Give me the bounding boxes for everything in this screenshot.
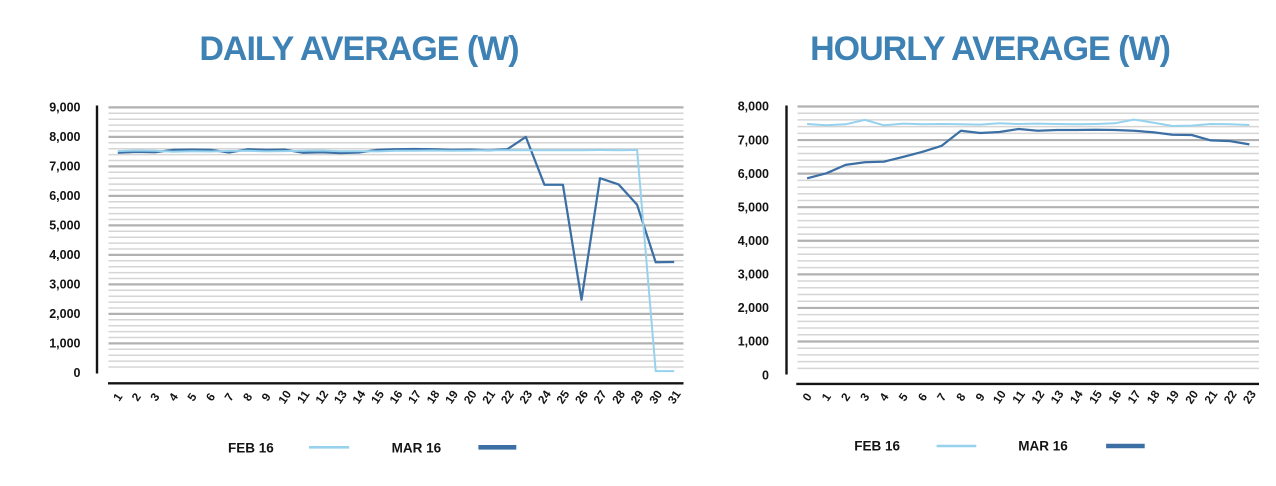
- svg-text:7,000: 7,000: [738, 133, 769, 147]
- svg-text:2,000: 2,000: [738, 301, 769, 315]
- svg-text:1,000: 1,000: [49, 337, 80, 351]
- svg-text:4,000: 4,000: [738, 234, 769, 248]
- svg-text:6,000: 6,000: [738, 167, 769, 181]
- svg-text:4,000: 4,000: [49, 248, 80, 262]
- svg-text:9,000: 9,000: [49, 101, 80, 115]
- svg-text:5,000: 5,000: [738, 200, 769, 214]
- svg-text:DAILY AVERAGE (W): DAILY AVERAGE (W): [199, 30, 518, 68]
- svg-text:MAR 16: MAR 16: [392, 441, 442, 456]
- svg-text:HOURLY AVERAGE (W): HOURLY AVERAGE (W): [810, 30, 1170, 68]
- svg-text:FEB 16: FEB 16: [228, 441, 274, 456]
- svg-text:8,000: 8,000: [738, 100, 769, 114]
- svg-text:0: 0: [762, 368, 769, 382]
- svg-text:3,000: 3,000: [738, 268, 769, 282]
- svg-text:0: 0: [74, 366, 81, 380]
- svg-text:2,000: 2,000: [49, 307, 80, 321]
- svg-text:8,000: 8,000: [49, 130, 80, 144]
- svg-text:5,000: 5,000: [49, 219, 80, 233]
- svg-text:3,000: 3,000: [49, 278, 80, 292]
- svg-text:6,000: 6,000: [49, 189, 80, 203]
- svg-text:FEB 16: FEB 16: [854, 439, 900, 454]
- svg-text:1,000: 1,000: [738, 335, 769, 349]
- svg-text:7,000: 7,000: [49, 160, 80, 174]
- svg-text:MAR 16: MAR 16: [1018, 439, 1068, 454]
